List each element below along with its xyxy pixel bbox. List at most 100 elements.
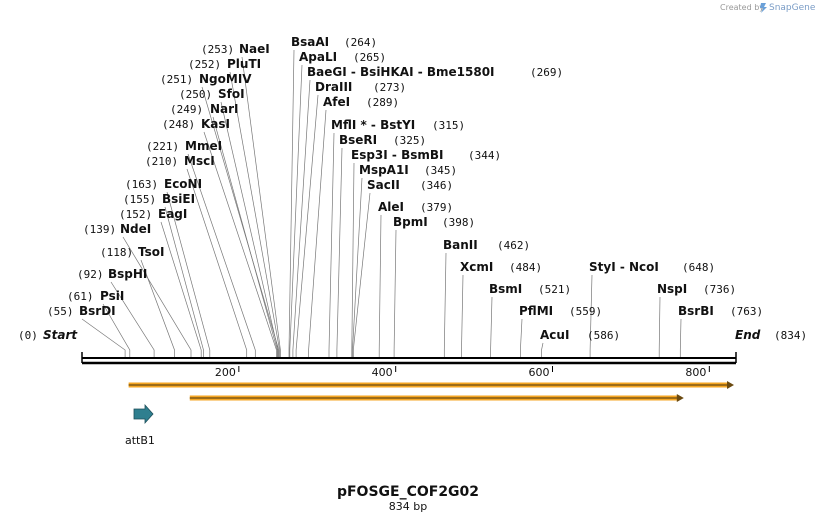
site-label-banii[interactable]: BanII	[443, 238, 478, 252]
site-label-bsrbi[interactable]: BsrBI	[678, 304, 714, 318]
site-label-mfli-bstyi[interactable]: MflI * - BstYI	[331, 118, 415, 132]
orf-1-arrowhead	[727, 381, 734, 389]
site-label-eagi[interactable]: EagI	[158, 207, 187, 221]
site-position-afei: (289)	[366, 96, 399, 109]
site-line-bsrbi	[679, 318, 682, 357]
site-position-acui: (586)	[587, 329, 620, 342]
site-line-xcmi	[461, 274, 464, 357]
site-line-sfoi	[220, 101, 279, 357]
site-label-nari[interactable]: NarI	[210, 102, 239, 116]
site-label-bsmi[interactable]: BsmI	[489, 282, 522, 296]
site-position-mspa1i: (345)	[424, 164, 457, 177]
site-line-baegi-bsihkai-bme1580i	[292, 79, 311, 357]
site-label-sfoi[interactable]: SfoI	[218, 87, 245, 101]
site-label-alei[interactable]: AleI	[378, 200, 404, 214]
site-position-baegi-bsihkai-bme1580i: (269)	[530, 66, 563, 79]
site-line-tsoi	[140, 259, 175, 357]
site-position-mmei: (221)	[146, 140, 179, 153]
snapgene-credit: Created by SnapGene	[720, 3, 816, 13]
site-label-sacii[interactable]: SacII	[367, 178, 400, 192]
site-label-bpmi[interactable]: BpmI	[393, 215, 428, 229]
site-label-naei[interactable]: NaeI	[239, 42, 270, 56]
site-position-nspi: (736)	[703, 283, 736, 296]
site-label-apali[interactable]: ApaLI	[299, 50, 337, 64]
site-line-draiii	[295, 94, 319, 357]
tick-label-600: 600	[529, 366, 550, 379]
site-line-alei	[378, 214, 382, 357]
site-label-styi-ncoi[interactable]: StyI - NcoI	[589, 260, 659, 274]
site-position-msci: (210)	[145, 155, 178, 168]
site-position-tsoi: (118)	[100, 246, 133, 259]
site-line-apali	[289, 64, 303, 357]
site-position-ndei: (139)	[83, 223, 116, 236]
site-position-kasi: (248)	[162, 118, 195, 131]
site-label-mspa1i[interactable]: MspA1I	[359, 163, 409, 177]
site-position-styi-ncoi: (648)	[682, 261, 715, 274]
site-line-styi-ncoi	[589, 274, 593, 357]
site-line-mspa1i	[352, 177, 363, 357]
site-position-ngomiv: (251)	[160, 73, 193, 86]
attb1-feature-arrow[interactable]	[133, 403, 154, 425]
site-label-bsrdi[interactable]: BsrDI	[79, 304, 116, 318]
site-position-pluti: (252)	[188, 58, 221, 71]
site-position-apali: (265)	[353, 51, 386, 64]
site-label-ndei[interactable]: NdeI	[120, 222, 151, 236]
snapgene-logo-icon	[760, 3, 767, 13]
site-position-bpmi: (398)	[442, 216, 475, 229]
site-position-nari: (249)	[170, 103, 203, 116]
tick-label-800: 800	[685, 366, 706, 379]
site-position-sfoi: (250)	[179, 88, 212, 101]
site-label-mmei[interactable]: MmeI	[185, 139, 222, 153]
start-position: (0)	[18, 329, 38, 342]
site-line-pflmi	[520, 318, 523, 357]
site-label-bsiei[interactable]: BsiEI	[162, 192, 195, 206]
site-line-ngomiv	[201, 86, 280, 357]
site-label-draiii[interactable]: DraIII	[315, 80, 352, 94]
site-label-nspi[interactable]: NspI	[657, 282, 687, 296]
features[interactable]: attB1	[125, 403, 155, 447]
site-label-acui[interactable]: AcuI	[540, 328, 569, 342]
site-position-xcmi: (484)	[509, 261, 542, 274]
site-line-afei	[308, 109, 327, 357]
site-line-nari	[212, 116, 278, 357]
site-line-acui	[541, 342, 544, 357]
site-line-mmei	[187, 153, 256, 357]
site-position-banii: (462)	[497, 239, 530, 252]
site-line-sacii	[352, 192, 371, 357]
site-position-psii: (61)	[67, 290, 94, 303]
site-line-econi	[166, 191, 211, 357]
site-position-draiii: (273)	[373, 81, 406, 94]
site-label-esp3i-bsmbi[interactable]: Esp3I - BsmBI	[351, 148, 443, 162]
site-label-pflmi[interactable]: PflMI	[519, 304, 553, 318]
site-label-xcmi[interactable]: XcmI	[460, 260, 493, 274]
site-label-pluti[interactable]: PluTI	[227, 57, 261, 71]
site-position-sacii: (346)	[420, 179, 453, 192]
site-label-bsaai[interactable]: BsaAI	[291, 35, 329, 49]
site-leader-lines	[81, 49, 682, 357]
site-line-bsiei	[164, 206, 204, 357]
site-label-econi[interactable]: EcoNI	[164, 177, 202, 191]
site-line-mfli-bstyi	[328, 132, 335, 357]
sequence-backbone	[81, 352, 737, 365]
site-line-naei	[241, 56, 281, 357]
site-line-msci	[186, 168, 248, 357]
site-label-tsoi[interactable]: TsoI	[138, 245, 164, 259]
site-line-esp3i-bsmbi	[351, 162, 355, 357]
site-label-afei[interactable]: AfeI	[323, 95, 350, 109]
site-label-msci[interactable]: MscI	[184, 154, 215, 168]
start-label: Start	[43, 328, 78, 342]
site-line-kasi	[203, 131, 277, 357]
site-label-ngomiv[interactable]: NgoMIV	[199, 72, 252, 86]
site-line-psii	[102, 303, 131, 357]
site-line-banii	[443, 252, 447, 357]
map-title: pFOSGE_COF2G02	[337, 484, 479, 500]
site-label-psii[interactable]: PsiI	[100, 289, 124, 303]
site-position-eagi: (152)	[119, 208, 152, 221]
site-labels: BsrDI(55)PsiI(61)BspHI(92)TsoI(118)NdeI(…	[47, 35, 763, 342]
site-label-baegi-bsihkai-bme1580i[interactable]: BaeGI - BsiHKAI - Bme1580I	[307, 65, 495, 79]
site-label-kasi[interactable]: KasI	[201, 117, 230, 131]
site-position-pflmi: (559)	[569, 305, 602, 318]
site-label-bsphi[interactable]: BspHI	[108, 267, 147, 281]
end-position: (834)	[774, 329, 807, 342]
site-label-bseri[interactable]: BseRI	[339, 133, 377, 147]
